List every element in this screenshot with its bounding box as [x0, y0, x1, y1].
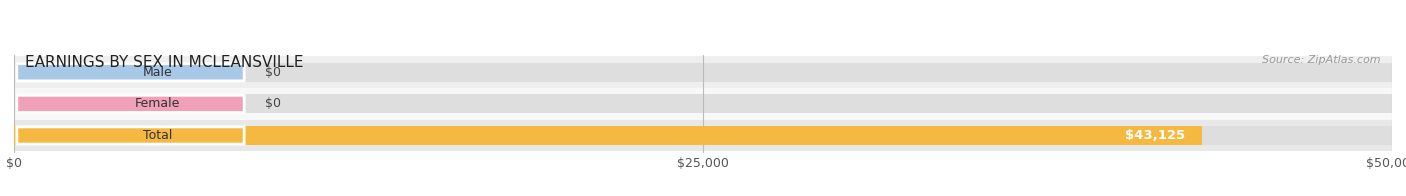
FancyBboxPatch shape [17, 95, 245, 113]
Bar [14, 94, 1392, 113]
Text: Female: Female [135, 97, 180, 110]
Bar [14, 63, 1392, 82]
FancyBboxPatch shape [17, 127, 245, 144]
Text: $43,125: $43,125 [1125, 129, 1185, 142]
Text: Male: Male [143, 66, 173, 79]
Text: EARNINGS BY SEX IN MCLEANSVILLE: EARNINGS BY SEX IN MCLEANSVILLE [25, 55, 304, 70]
Bar [14, 126, 1392, 145]
Bar [14, 88, 1392, 120]
Bar [14, 120, 1392, 151]
Text: $0: $0 [264, 97, 281, 110]
Bar [14, 126, 1202, 145]
Bar [14, 56, 1392, 88]
Text: Source: ZipAtlas.com: Source: ZipAtlas.com [1263, 55, 1381, 65]
Text: Total: Total [143, 129, 173, 142]
Text: $0: $0 [264, 66, 281, 79]
FancyBboxPatch shape [17, 64, 245, 81]
